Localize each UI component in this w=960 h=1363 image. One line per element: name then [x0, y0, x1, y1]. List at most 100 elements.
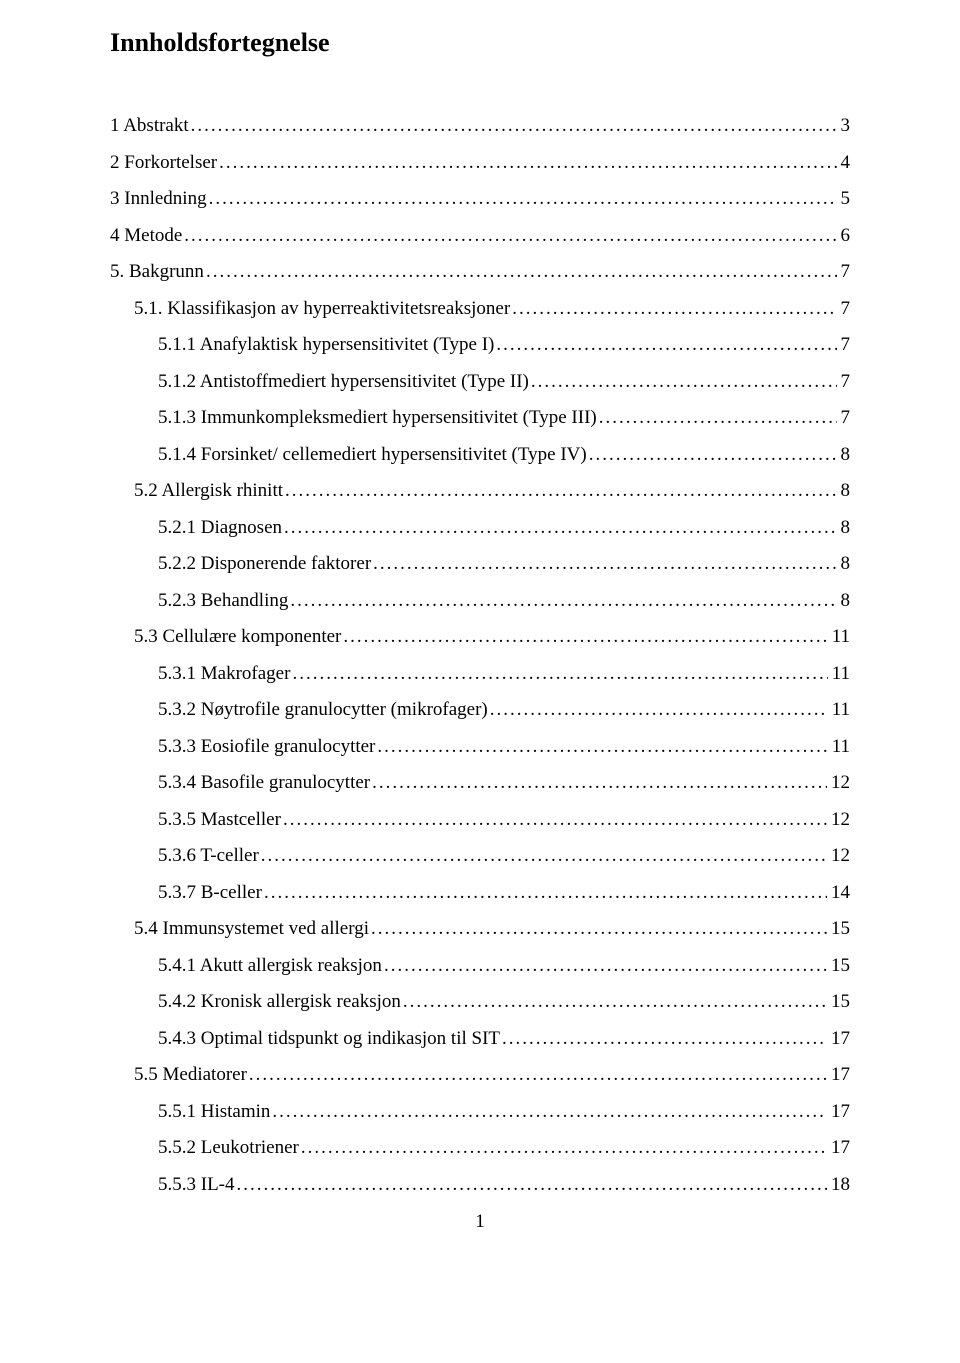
page-number: 1: [110, 1211, 850, 1233]
toc-entry-page: 11: [828, 700, 850, 719]
toc-entry[interactable]: 5.3 Cellulære komponenter11: [110, 627, 850, 646]
toc-entry[interactable]: 5.1.1 Anafylaktisk hypersensitivitet (Ty…: [110, 335, 850, 354]
toc-entry-page: 8: [837, 591, 851, 610]
toc-entry[interactable]: 5.2.3 Behandling8: [110, 591, 850, 610]
toc-entry-page: 8: [837, 481, 851, 500]
toc-leader-dots: [281, 810, 827, 829]
toc-entry-page: 7: [837, 408, 851, 427]
toc-leader-dots: [371, 554, 836, 573]
toc-entry-page: 5: [837, 189, 851, 208]
toc-entry-label: 5.3.2 Nøytrofile granulocytter (mikrofag…: [158, 700, 488, 719]
toc-entry-page: 7: [837, 262, 851, 281]
toc-entry-page: 7: [837, 299, 851, 318]
toc-entry-label: 5.5.1 Histamin: [158, 1102, 270, 1121]
toc-leader-dots: [401, 992, 827, 1011]
toc-entry-page: 12: [827, 810, 850, 829]
toc-entry-page: 3: [837, 116, 851, 135]
toc-entry[interactable]: 5.3.6 T-celler 12: [110, 846, 850, 865]
toc-entry-label: 5.1.3 Immunkompleksmediert hypersensitiv…: [158, 408, 597, 427]
toc-entry-label: 5.4.1 Akutt allergisk reaksjon: [158, 956, 382, 975]
toc-entry[interactable]: 5.2.2 Disponerende faktorer 8: [110, 554, 850, 573]
toc-entry[interactable]: 4 Metode 6: [110, 226, 850, 245]
toc-entry-label: 5.3.5 Mastceller: [158, 810, 281, 829]
toc-entry[interactable]: 5.1.3 Immunkompleksmediert hypersensitiv…: [110, 408, 850, 427]
toc-entry-label: 5.3.6 T-celler: [158, 846, 259, 865]
toc-entry-label: 5.3.3 Eosiofile granulocytter: [158, 737, 375, 756]
toc-leader-dots: [189, 116, 837, 135]
table-of-contents: 1 Abstrakt 3 2 Forkortelser4 3 Innledning 5 4…: [110, 116, 850, 1194]
toc-entry-page: 11: [828, 664, 850, 683]
toc-entry[interactable]: 5.4 Immunsystemet ved allergi 15: [110, 919, 850, 938]
toc-entry[interactable]: 5.1. Klassifikasjon av hyperreaktivitets…: [110, 299, 850, 318]
toc-entry-label: 5.1. Klassifikasjon av hyperreaktivitets…: [134, 299, 510, 318]
toc-entry-page: 17: [827, 1102, 850, 1121]
toc-entry-page: 15: [827, 956, 850, 975]
toc-leader-dots: [529, 372, 837, 391]
toc-entry-label: 4 Metode: [110, 226, 182, 245]
toc-entry-label: 5.2.1 Diagnosen: [158, 518, 282, 537]
toc-entry-page: 17: [827, 1065, 850, 1084]
toc-entry[interactable]: 5.1.4 Forsinket/ cellemediert hypersensi…: [110, 445, 850, 464]
toc-leader-dots: [375, 737, 827, 756]
toc-entry-label: 5.1.2 Antistoffmediert hypersensitivitet…: [158, 372, 529, 391]
toc-entry-page: 17: [827, 1029, 850, 1048]
toc-leader-dots: [341, 627, 827, 646]
toc-leader-dots: [182, 226, 836, 245]
toc-entry[interactable]: 5.3.3 Eosiofile granulocytter 11: [110, 737, 850, 756]
toc-leader-dots: [217, 153, 836, 172]
toc-entry[interactable]: 3 Innledning 5: [110, 189, 850, 208]
toc-leader-dots: [270, 1102, 827, 1121]
toc-entry[interactable]: 5.5.3 IL-418: [110, 1175, 850, 1194]
toc-leader-dots: [259, 846, 827, 865]
toc-entry-label: 5.2 Allergisk rhinitt: [134, 481, 283, 500]
toc-entry-page: 12: [827, 846, 850, 865]
toc-entry[interactable]: 5.4.3 Optimal tidspunkt og indikasjon ti…: [110, 1029, 850, 1048]
toc-entry[interactable]: 5.4.1 Akutt allergisk reaksjon 15: [110, 956, 850, 975]
toc-leader-dots: [587, 445, 837, 464]
toc-entry-page: 6: [837, 226, 851, 245]
toc-entry-label: 5.5.2 Leukotriener: [158, 1138, 299, 1157]
toc-entry-page: 8: [837, 554, 851, 573]
toc-entry-page: 7: [837, 372, 851, 391]
toc-entry-label: 1 Abstrakt: [110, 116, 189, 135]
toc-entry-label: 2 Forkortelser: [110, 153, 217, 172]
toc-leader-dots: [510, 299, 836, 318]
toc-entry-label: 5.5 Mediatorer: [134, 1065, 247, 1084]
toc-entry[interactable]: 5.2.1 Diagnosen 8: [110, 518, 850, 537]
toc-entry[interactable]: 5.3.5 Mastceller 12: [110, 810, 850, 829]
toc-leader-dots: [299, 1138, 827, 1157]
toc-entry[interactable]: 5. Bakgrunn7: [110, 262, 850, 281]
toc-entry-page: 11: [828, 627, 850, 646]
toc-entry-label: 5.5.3 IL-4: [158, 1175, 235, 1194]
toc-entry-page: 8: [837, 518, 851, 537]
toc-entry-page: 15: [827, 919, 850, 938]
toc-entry[interactable]: 5.5.2 Leukotriener17: [110, 1138, 850, 1157]
toc-leader-dots: [262, 883, 827, 902]
toc-entry[interactable]: 5.5 Mediatorer 17: [110, 1065, 850, 1084]
toc-leader-dots: [283, 481, 836, 500]
toc-leader-dots: [288, 591, 836, 610]
toc-entry-label: 5.4 Immunsystemet ved allergi: [134, 919, 369, 938]
toc-entry[interactable]: 2 Forkortelser4: [110, 153, 850, 172]
toc-entry[interactable]: 5.5.1 Histamin 17: [110, 1102, 850, 1121]
toc-entry-label: 5.2.2 Disponerende faktorer: [158, 554, 371, 573]
toc-leader-dots: [382, 956, 827, 975]
toc-entry[interactable]: 5.2 Allergisk rhinitt 8: [110, 481, 850, 500]
toc-entry[interactable]: 1 Abstrakt 3: [110, 116, 850, 135]
toc-leader-dots: [282, 518, 836, 537]
toc-entry[interactable]: 5.3.2 Nøytrofile granulocytter (mikrofag…: [110, 700, 850, 719]
toc-entry[interactable]: 5.3.7 B-celler14: [110, 883, 850, 902]
toc-leader-dots: [500, 1029, 827, 1048]
toc-entry[interactable]: 5.1.2 Antistoffmediert hypersensitivitet…: [110, 372, 850, 391]
toc-entry-label: 5.1.4 Forsinket/ cellemediert hypersensi…: [158, 445, 587, 464]
toc-leader-dots: [235, 1175, 827, 1194]
toc-leader-dots: [369, 919, 827, 938]
toc-entry-page: 7: [837, 335, 851, 354]
toc-entry[interactable]: 5.4.2 Kronisk allergisk reaksjon15: [110, 992, 850, 1011]
toc-leader-dots: [488, 700, 828, 719]
toc-entry[interactable]: 5.3.1 Makrofager11: [110, 664, 850, 683]
toc-entry[interactable]: 5.3.4 Basofile granulocytter12: [110, 773, 850, 792]
toc-entry-page: 11: [828, 737, 850, 756]
toc-entry-label: 3 Innledning: [110, 189, 207, 208]
toc-entry-label: 5.3.7 B-celler: [158, 883, 262, 902]
